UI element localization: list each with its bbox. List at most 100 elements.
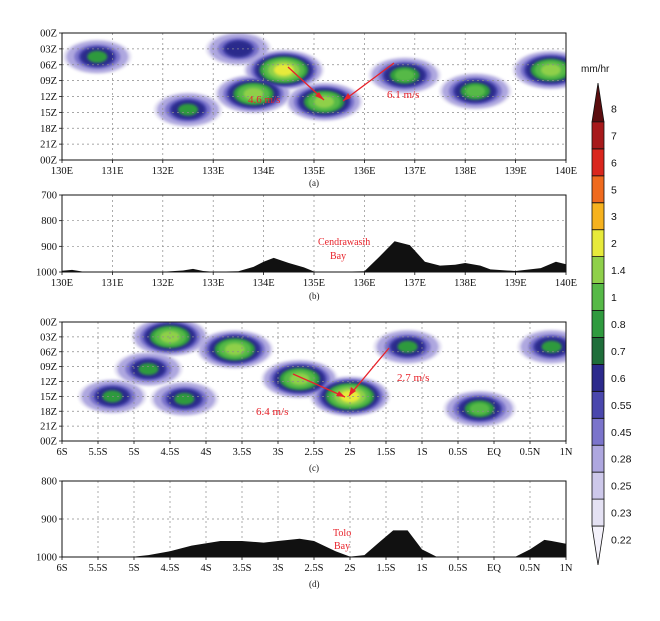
colorbar-tick-label: 0.6 — [611, 373, 626, 385]
panel-c: 00Z 03Z 06Z 09Z 12Z 15Z 18Z 21Z 00Z 6S 5.5S 5S 4.5S… — [40, 318, 573, 474]
x-tick-label: 1S — [416, 563, 427, 574]
y-tick-label: 03Z — [40, 332, 57, 343]
propagation-arrow — [342, 62, 395, 102]
bay-label: Bay — [330, 251, 346, 262]
y-tick-label: 12Z — [40, 92, 57, 103]
colorbar-segment — [591, 229, 605, 257]
colorbar-tick-label: 1 — [611, 292, 617, 304]
colorbar-segment — [591, 417, 605, 446]
colorbar-segment — [591, 444, 605, 473]
rain-contour — [394, 69, 415, 82]
propagation-arrow — [348, 347, 390, 397]
x-tick-label: 3.5S — [233, 447, 252, 458]
rain-field-c — [78, 322, 566, 428]
y-tick-label: 18Z — [40, 407, 57, 418]
colorbar: mm/hr 0.22 0.23 0.25 0.28 0.45 0.55 0.6 0.7 0.8 1… — [581, 64, 632, 566]
y-tick-label: 1000 — [36, 553, 57, 564]
rain-contour — [87, 50, 108, 63]
x-tick-label: 0.5S — [449, 447, 468, 458]
bay-label: Tolo — [333, 528, 351, 539]
y-tick-label: 00Z — [40, 437, 57, 448]
colorbar-tick-label: 0.22 — [611, 535, 632, 547]
rain-contour — [541, 340, 562, 353]
x-tick-label: 1S — [416, 447, 427, 458]
y-tick-label: 06Z — [40, 347, 57, 358]
colorbar-tick-label: 3 — [611, 211, 617, 223]
x-tick-label: 133E — [202, 166, 224, 177]
x-tick-label: 1.5S — [377, 563, 396, 574]
colorbar-segment — [591, 175, 605, 204]
colorbar-tick-label: 2 — [611, 238, 617, 250]
y-tick-label: 09Z — [40, 362, 57, 373]
y-tick-label: 900 — [41, 242, 57, 253]
y-tick-label: 700 — [41, 191, 57, 202]
grid-d — [62, 481, 566, 557]
terrain-profile-d — [62, 530, 566, 557]
grid-c — [62, 322, 566, 441]
caption-c: (c) — [309, 463, 319, 473]
caption-b: (b) — [309, 291, 320, 301]
colorbar-ticks: 0.22 0.23 0.25 0.28 0.45 0.55 0.6 0.7 0.8 1 1.4 2 3 5… — [611, 104, 632, 547]
rain-contour — [469, 402, 490, 415]
y-tick-label: 00Z — [40, 29, 57, 40]
x-tick-label: 139E — [505, 278, 527, 289]
rain-contour — [160, 330, 180, 343]
x-ticks-b: 130E 131E 132E 133E 134E 135E 136E 137E 138E 139E… — [51, 272, 577, 289]
y-tick-label: 21Z — [40, 422, 57, 433]
colorbar-tick-label: 1.4 — [611, 265, 626, 277]
y-tick-label: 18Z — [40, 124, 57, 135]
colorbar-segment — [591, 256, 605, 284]
x-tick-label: 2.5S — [305, 563, 324, 574]
grid-b — [62, 195, 566, 272]
y-tick-label: 900 — [41, 515, 57, 526]
colorbar-segment — [591, 337, 605, 365]
x-tick-label: 136E — [353, 166, 375, 177]
x-tick-label: 134E — [253, 278, 275, 289]
colorbar-segment — [591, 363, 605, 392]
rain-contour — [340, 390, 360, 403]
rain-contour — [174, 392, 195, 405]
y-tick-label: 06Z — [40, 60, 57, 71]
x-tick-label: 137E — [404, 278, 426, 289]
rain-contour — [138, 363, 159, 376]
rain-contour — [243, 87, 264, 100]
colorbar-segment — [591, 471, 605, 500]
colorbar-tick-label: 0.23 — [611, 508, 632, 520]
colorbar-segment — [591, 283, 605, 311]
y-tick-label: 1000 — [36, 268, 57, 279]
y-ticks-a: 00Z 03Z 06Z 09Z 12Z 15Z 18Z 21Z 00Z — [40, 29, 62, 167]
rain-field-a — [63, 33, 566, 128]
x-tick-label: 3.5S — [233, 563, 252, 574]
arrowhead — [336, 391, 345, 397]
x-tick-label: 0.5N — [520, 563, 541, 574]
arrows-a: 4.6 m/s 6.1 m/s — [248, 62, 419, 106]
colorbar-segment — [591, 498, 605, 527]
propagation-arrow — [292, 373, 346, 398]
arrowhead — [349, 387, 356, 396]
x-tick-label: 6S — [56, 563, 67, 574]
x-tick-label: 2S — [344, 447, 355, 458]
y-tick-label: 15Z — [40, 108, 57, 119]
grid-a — [62, 33, 566, 160]
x-tick-label: 5.5S — [89, 563, 108, 574]
colorbar-tick-label: 0.7 — [611, 346, 626, 358]
y-tick-label: 15Z — [40, 392, 57, 403]
x-tick-label: 130E — [51, 166, 73, 177]
y-ticks-d: 800 900 1000 — [36, 477, 62, 564]
x-tick-label: 140E — [555, 278, 577, 289]
x-tick-label: 1N — [560, 447, 573, 458]
x-ticks-d: 6S 5.5S 5S 4.5S 4S 3.5S 3S 2.5S 2S 1.5S 1S 0.5S EQ 0.… — [56, 557, 573, 574]
x-tick-label: 135E — [303, 166, 325, 177]
x-tick-label: 2S — [344, 563, 355, 574]
x-tick-label: 138E — [454, 278, 476, 289]
rain-contour — [224, 343, 245, 356]
x-tick-label: EQ — [487, 447, 501, 458]
rain-contour — [540, 64, 561, 76]
x-tick-label: 1N — [560, 563, 573, 574]
speed-label: 6.4 m/s — [256, 406, 288, 418]
rain-contour — [178, 103, 198, 116]
colorbar-segment — [591, 202, 605, 231]
x-ticks-a: 130E 131E 132E 133E 134E 135E 136E 137E 138E 139E… — [51, 160, 577, 177]
